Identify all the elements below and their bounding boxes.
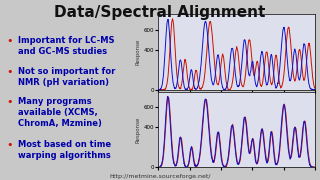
Text: Data/Spectral Alignment: Data/Spectral Alignment: [54, 5, 266, 20]
Text: Many programs
available (XCMS,
ChromA, Mzmine): Many programs available (XCMS, ChromA, M…: [18, 97, 101, 128]
Text: Important for LC-MS
and GC-MS studies: Important for LC-MS and GC-MS studies: [18, 36, 114, 56]
Text: •: •: [6, 140, 13, 150]
Text: Not so important for
NMR (pH variation): Not so important for NMR (pH variation): [18, 67, 115, 87]
Text: •: •: [6, 36, 13, 46]
Text: http://metmine.sourceforge.net/: http://metmine.sourceforge.net/: [109, 174, 211, 179]
Y-axis label: Response: Response: [136, 39, 141, 65]
Text: •: •: [6, 67, 13, 77]
Text: Most based on time
warping algorithms: Most based on time warping algorithms: [18, 140, 111, 161]
Y-axis label: Response: Response: [136, 116, 141, 143]
Text: •: •: [6, 97, 13, 107]
